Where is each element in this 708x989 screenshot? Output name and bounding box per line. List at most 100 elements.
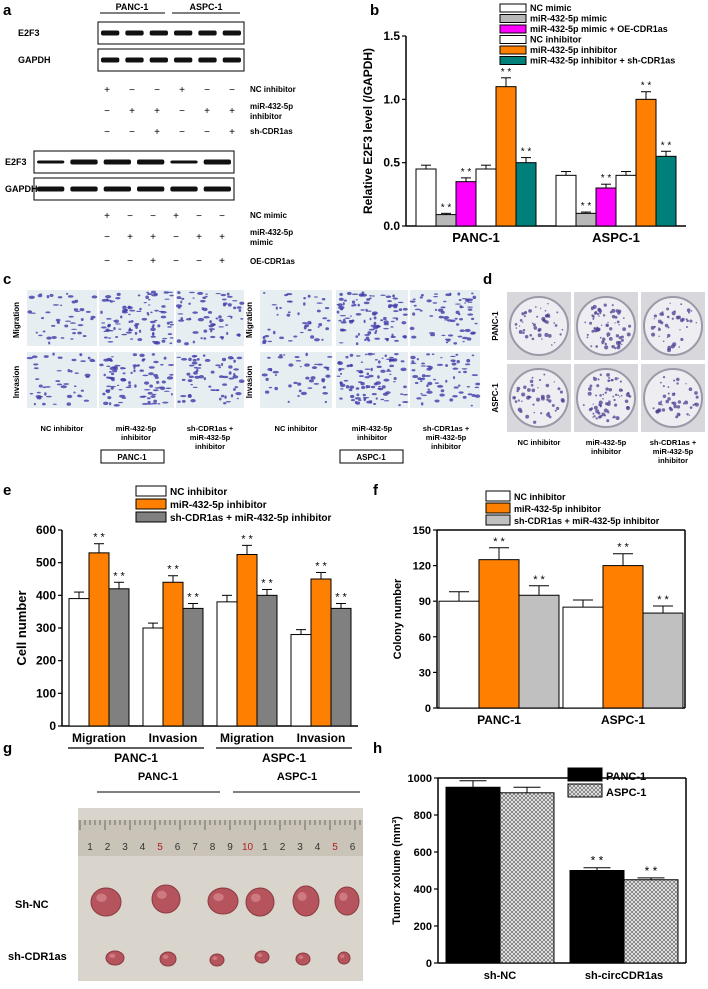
y-tick-label: 400 [414,884,432,896]
stained-cell [33,402,36,406]
stained-cell [261,373,268,377]
colony [606,332,611,337]
stained-cell [106,318,112,320]
stained-cell [385,338,389,342]
colony [692,403,695,407]
colony [675,415,679,419]
legend-swatch [485,514,511,526]
stained-cell [410,362,417,365]
stained-cell [385,358,392,360]
stained-cell [420,393,423,395]
stained-cell [350,398,355,402]
legend-entry: NC mimic [530,3,572,13]
micrograph-col-label: miR-432-5p [426,433,467,442]
stained-cell [445,341,449,344]
colony [601,412,605,417]
stained-cell [222,298,227,301]
colony [688,414,691,416]
stained-cell [389,373,392,376]
blot1-band [174,30,193,36]
stained-cell [205,295,208,298]
y-tick-label: 0.0 [383,219,400,233]
colony [613,398,616,402]
stained-cell [200,337,203,340]
colony [540,307,542,309]
stained-cell [474,394,481,398]
stained-cell [294,355,300,359]
stained-cell [75,308,79,311]
stained-cell [35,394,42,399]
stained-cell [221,357,227,362]
colony [521,392,526,397]
stained-cell [118,328,122,330]
colony [603,408,608,413]
bar [310,578,332,727]
bar [108,588,130,727]
stained-cell [210,329,213,333]
y-tick-label: 300 [36,621,56,635]
legend-swatch [499,3,527,13]
stained-cell [316,309,321,313]
stained-cell [360,309,365,311]
stained-cell [376,325,380,328]
micrograph-col-label: inhibitor [121,433,151,442]
stained-cell [356,370,360,372]
stained-cell [338,368,342,372]
stained-cell [226,315,233,318]
colony [598,315,600,317]
stained-cell [457,335,463,338]
stained-cell [364,334,370,336]
blot1-band [101,57,120,63]
stained-cell [453,376,456,380]
colony [556,311,559,314]
stained-cell [106,389,111,394]
stained-cell [113,404,120,407]
stained-cell [192,340,196,344]
colony [514,400,518,403]
stained-cell [434,399,440,403]
stained-cell [150,327,156,332]
stained-cell [232,300,238,302]
stained-cell [220,394,225,398]
stained-cell [322,385,326,389]
stained-cell [121,397,127,399]
tumor [159,951,177,967]
stained-cell [401,321,407,325]
stained-cell [383,316,387,321]
y-tick-label: 60 [419,632,431,644]
colony [662,385,665,388]
stained-cell [323,366,328,369]
colony [618,336,622,340]
chart-f: 0 30 60 90 120 150 Colony number PANC-1 * * * * AS… [392,490,686,727]
stained-cell [60,337,65,339]
stained-cell [403,385,407,389]
stained-cell [368,374,374,378]
stained-cell [79,308,85,312]
stained-cell [84,373,91,378]
stained-cell [451,362,457,366]
colony [616,320,620,324]
group-label: ASPC-1 [262,751,306,765]
tumor-highlight [298,955,304,959]
colony [604,345,609,350]
colony [593,312,597,315]
stained-cell [232,375,239,379]
colony [557,387,561,391]
stained-cell [181,399,186,403]
colony [612,395,615,398]
legend-swatch [499,56,527,65]
stained-cell [452,395,458,398]
colony [553,341,556,344]
stained-cell [387,300,392,303]
stained-cell [167,326,172,328]
tumor-highlight [297,892,307,901]
legend-swatch [499,35,527,44]
condition-sign: + [179,85,185,96]
stained-cell [145,295,149,299]
stained-cell [193,371,198,375]
stained-cell [413,304,417,307]
stained-cell [157,403,161,405]
stained-cell [471,394,476,398]
stained-cell [450,359,456,362]
stained-cell [121,333,128,336]
